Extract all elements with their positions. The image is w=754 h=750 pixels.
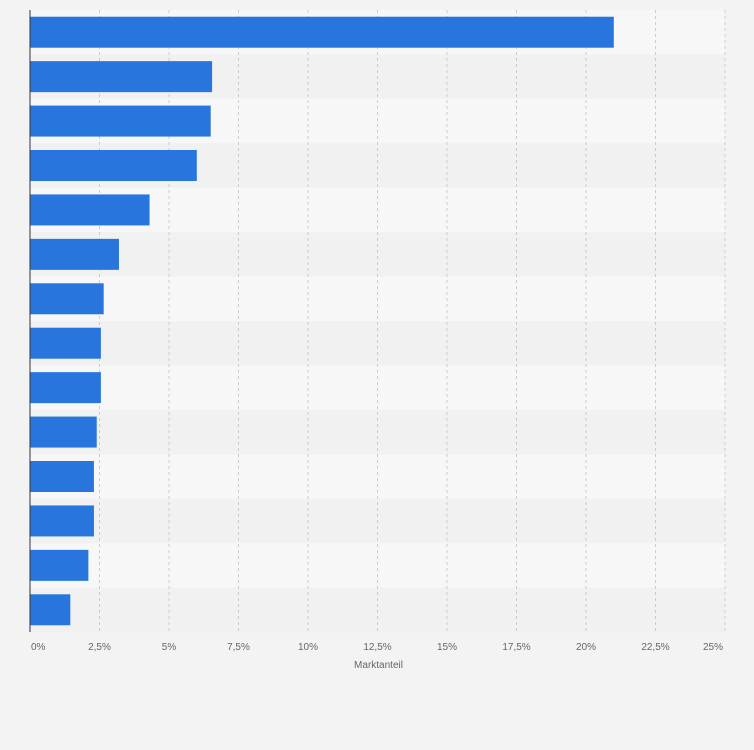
x-tick-label: 25% xyxy=(703,642,723,653)
bar xyxy=(30,549,89,581)
x-tick-label: 20% xyxy=(576,642,596,653)
bar xyxy=(30,283,104,315)
x-tick-label: 15% xyxy=(437,642,457,653)
bar xyxy=(30,327,101,359)
bars xyxy=(30,16,614,626)
x-tick-label: 7,5% xyxy=(227,642,250,653)
bar xyxy=(30,150,197,181)
bar xyxy=(30,372,101,404)
x-tick-label: 12,5% xyxy=(363,642,391,653)
bar xyxy=(30,16,614,48)
x-tick-label: 2,5% xyxy=(88,642,111,653)
bar xyxy=(30,238,119,270)
gridlines xyxy=(99,10,726,632)
x-tick-label: 0% xyxy=(31,642,46,653)
bar xyxy=(30,105,211,137)
bar xyxy=(30,461,94,492)
x-tick-label: 17,5% xyxy=(502,642,530,653)
x-tick-label: 22,5% xyxy=(641,642,669,653)
x-axis-title: Marktanteil xyxy=(354,660,403,671)
x-tick-label: 5% xyxy=(162,642,177,653)
x-tick-label: 10% xyxy=(298,642,318,653)
bar xyxy=(30,505,94,537)
bar xyxy=(30,416,97,448)
bar xyxy=(30,194,150,226)
x-axis-ticks: 0% 2,5% 5% 7,5% 10% 12,5% 15% 17,5% 20% 22,5% 25% xyxy=(31,642,723,653)
bar xyxy=(30,594,71,626)
bar xyxy=(30,61,213,93)
